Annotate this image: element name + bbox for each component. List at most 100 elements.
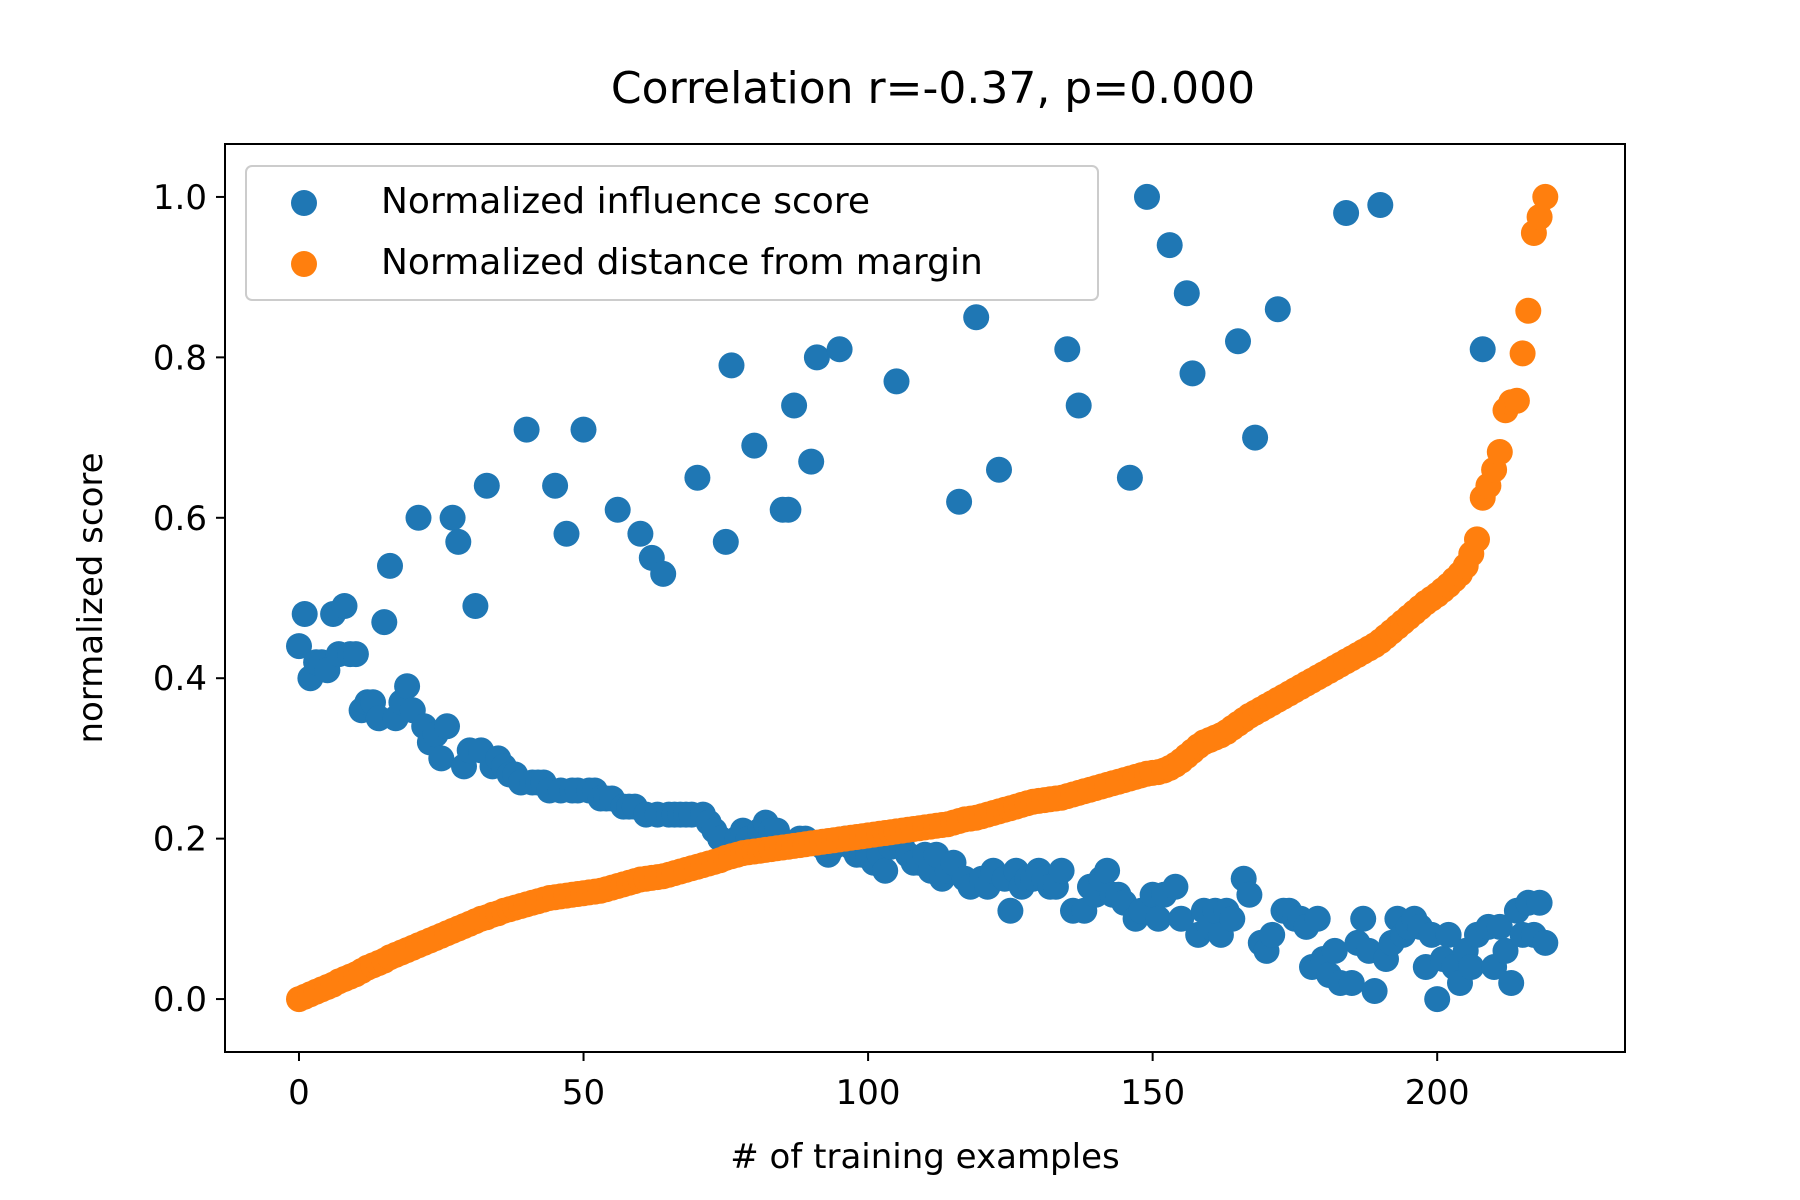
data-point — [1173, 280, 1200, 307]
data-point — [1367, 192, 1394, 218]
data-point — [570, 416, 597, 443]
data-point — [1134, 183, 1160, 210]
data-point — [1498, 970, 1525, 996]
data-point — [803, 344, 830, 371]
data-point — [377, 552, 403, 579]
chart-title: Correlation r=-0.37, p=0.000 — [611, 63, 1255, 114]
data-point — [405, 504, 432, 531]
series-distance-from-margin — [286, 183, 1559, 1013]
data-point — [872, 857, 899, 884]
x-axis: 0 50 100 150 200 — [288, 1052, 1470, 1113]
x-tick-label: 200 — [1405, 1073, 1470, 1113]
data-point — [1503, 387, 1530, 414]
data-point — [542, 472, 569, 499]
data-point — [1168, 905, 1195, 932]
y-axis-label: normalized score — [71, 452, 111, 743]
y-tick-label: 0.6 — [153, 499, 207, 539]
y-tick-label: 0.8 — [153, 338, 207, 378]
x-tick-label: 0 — [288, 1073, 310, 1113]
data-point — [1156, 232, 1183, 259]
data-point — [1469, 336, 1496, 363]
data-point — [798, 448, 825, 475]
x-tick-label: 100 — [836, 1073, 901, 1113]
data-point — [342, 641, 369, 668]
data-point — [473, 472, 500, 499]
data-point — [1338, 970, 1365, 996]
data-point — [1321, 937, 1348, 964]
data-point — [434, 713, 460, 740]
data-point — [513, 416, 540, 443]
data-point — [627, 520, 654, 547]
data-point — [1458, 954, 1485, 980]
data-point — [1532, 929, 1559, 956]
legend-label-influence: Normalized influence score — [381, 181, 870, 222]
data-point — [1526, 889, 1553, 916]
data-point — [394, 673, 421, 700]
data-point — [775, 496, 802, 523]
legend-label-distance: Normalized distance from margin — [381, 242, 983, 283]
data-point — [1054, 336, 1081, 363]
data-point — [1242, 424, 1269, 451]
data-point — [1179, 360, 1206, 387]
data-point — [371, 609, 398, 636]
data-point — [997, 897, 1024, 924]
legend-box — [245, 165, 1099, 301]
data-point — [1509, 340, 1536, 367]
data-point — [1464, 526, 1490, 553]
x-axis-label: # of training examples — [730, 1137, 1119, 1177]
y-tick-label: 0.2 — [153, 820, 207, 860]
data-point — [1333, 200, 1360, 226]
data-point — [1532, 183, 1559, 210]
data-point — [1304, 905, 1331, 932]
data-point — [1515, 297, 1542, 324]
y-tick-label: 0.4 — [153, 659, 207, 699]
data-point — [1492, 937, 1519, 964]
legend: Normalized influence score Normalized di… — [245, 165, 1099, 301]
data-point — [741, 432, 768, 459]
data-point — [1094, 857, 1121, 884]
data-point — [1162, 873, 1189, 900]
data-point — [1526, 204, 1553, 230]
data-point — [1116, 464, 1143, 491]
data-point — [291, 601, 318, 627]
x-tick-label: 150 — [1120, 1073, 1185, 1113]
data-point — [1424, 986, 1451, 1013]
data-point — [1259, 921, 1286, 948]
data-point — [428, 745, 455, 772]
x-tick-label: 50 — [562, 1073, 605, 1113]
data-point — [1350, 905, 1377, 932]
data-point — [1264, 296, 1291, 323]
y-tick-label: 1.0 — [153, 178, 207, 218]
data-point — [1225, 328, 1251, 355]
data-point — [986, 456, 1012, 483]
data-point — [946, 488, 973, 515]
data-point — [718, 352, 745, 379]
data-points — [286, 183, 1559, 1013]
data-point — [1219, 905, 1246, 932]
data-point — [1435, 921, 1462, 948]
data-point — [462, 593, 489, 619]
data-point — [604, 496, 631, 523]
data-point — [1145, 905, 1172, 932]
data-point — [826, 336, 853, 363]
data-point — [1048, 857, 1075, 884]
data-point — [684, 464, 711, 491]
data-point — [1236, 881, 1263, 908]
y-axis: 0.0 0.2 0.4 0.6 0.8 1.0 — [153, 178, 225, 1020]
data-point — [650, 560, 677, 587]
data-point — [781, 392, 808, 419]
data-point — [286, 633, 312, 660]
data-point — [712, 528, 739, 555]
data-point — [1065, 392, 1092, 419]
data-point — [439, 504, 466, 531]
data-point — [331, 593, 358, 619]
legend-marker-influence — [291, 190, 317, 216]
data-point — [553, 520, 580, 547]
y-tick-label: 0.0 — [153, 980, 207, 1020]
data-point — [1486, 439, 1513, 465]
plot-frame — [224, 143, 1626, 1053]
series-influence-score — [286, 183, 1559, 1013]
data-point — [1361, 978, 1388, 1004]
data-point — [1486, 913, 1513, 940]
